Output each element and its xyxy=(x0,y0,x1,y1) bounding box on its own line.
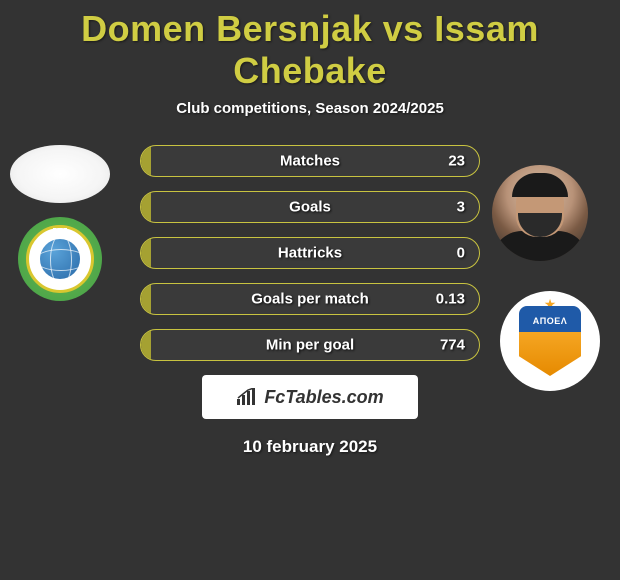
club-left-badge-inner xyxy=(26,225,94,293)
stat-fill xyxy=(141,146,151,176)
stat-label: Matches xyxy=(280,153,340,170)
stat-fill xyxy=(141,330,151,360)
stat-label: Goals per match xyxy=(251,291,369,308)
shield-bottom xyxy=(519,332,581,376)
stat-label: Min per goal xyxy=(266,337,354,354)
stat-row: Matches 23 xyxy=(140,145,480,177)
stat-row: Min per goal 774 xyxy=(140,329,480,361)
stat-row: Hattricks 0 xyxy=(140,237,480,269)
stat-value-right: 3 xyxy=(457,199,465,216)
stat-label: Hattricks xyxy=(278,245,342,262)
player-right-avatar xyxy=(492,165,588,261)
watermark: FcTables.com xyxy=(202,375,418,419)
shield-text: ΑΠΟΕΛ xyxy=(533,316,568,326)
comparison-title: Domen Bersnjak vs Issam Chebake xyxy=(0,0,620,92)
shield-icon: ★ ΑΠΟΕΛ xyxy=(519,306,581,376)
stat-row: Goals 3 xyxy=(140,191,480,223)
stat-value-right: 0 xyxy=(457,245,465,262)
shield-top: ΑΠΟΕΛ xyxy=(519,306,581,336)
snapshot-date: 10 february 2025 xyxy=(0,437,620,457)
bar-chart-icon xyxy=(236,388,258,406)
comparison-subtitle: Club competitions, Season 2024/2025 xyxy=(0,100,620,117)
stat-fill xyxy=(141,192,151,222)
stat-value-right: 23 xyxy=(448,153,465,170)
content-area: ★ ΑΠΟΕΛ Matches 23 Goals 3 Hattricks 0 Goals p… xyxy=(0,145,620,457)
stat-fill xyxy=(141,238,151,268)
stat-value-right: 774 xyxy=(440,337,465,354)
stat-row: Goals per match 0.13 xyxy=(140,283,480,315)
avatar-hair xyxy=(512,173,568,197)
club-right-badge: ★ ΑΠΟΕΛ xyxy=(500,291,600,391)
soccer-ball-icon xyxy=(40,239,80,279)
club-left-badge xyxy=(18,217,102,301)
stat-value-right: 0.13 xyxy=(436,291,465,308)
watermark-text: FcTables.com xyxy=(264,387,383,408)
stat-label: Goals xyxy=(289,199,331,216)
stat-rows: Matches 23 Goals 3 Hattricks 0 Goals per match… xyxy=(140,145,480,361)
stat-fill xyxy=(141,284,151,314)
player-left-avatar xyxy=(10,145,110,203)
